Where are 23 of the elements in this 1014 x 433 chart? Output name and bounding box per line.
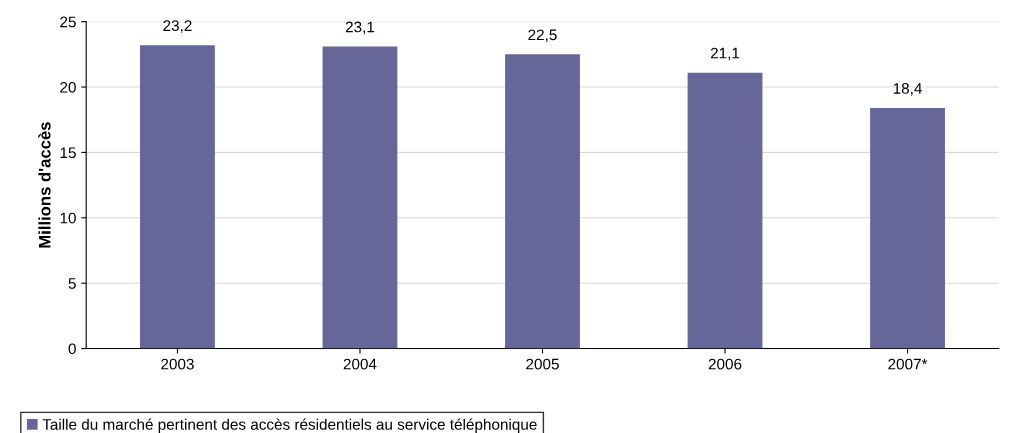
data-label: 18,4 — [893, 83, 922, 96]
x-tick-label: 2006 — [708, 358, 742, 370]
x-tick-label: 2004 — [343, 358, 377, 370]
x-tick-label: 2003 — [161, 358, 194, 370]
y-tick-label: 5 — [68, 278, 76, 289]
legend-label: Taille du marché pertinent des accès résidentiels au service téléphonique — [42, 418, 537, 433]
data-label: 21,1 — [710, 47, 740, 61]
bar — [687, 72, 763, 349]
y-tick-label: 0 — [68, 343, 76, 355]
bar — [505, 54, 580, 349]
data-label: 22,5 — [528, 29, 557, 43]
x-tick-label: 2005 — [526, 358, 559, 370]
bar — [870, 107, 945, 349]
data-label: 23,1 — [345, 21, 375, 35]
y-tick-label: 15 — [60, 147, 76, 159]
y-tick-label: 10 — [60, 212, 76, 224]
y-tick-label: 20 — [60, 81, 76, 93]
data-label: 23,2 — [163, 20, 192, 33]
bar — [322, 46, 398, 349]
x-tick-label: 2007* — [888, 358, 928, 370]
y-axis-title: Millions d'accès — [38, 122, 51, 248]
bar — [140, 45, 215, 349]
y-tick-label: 25 — [60, 16, 76, 28]
